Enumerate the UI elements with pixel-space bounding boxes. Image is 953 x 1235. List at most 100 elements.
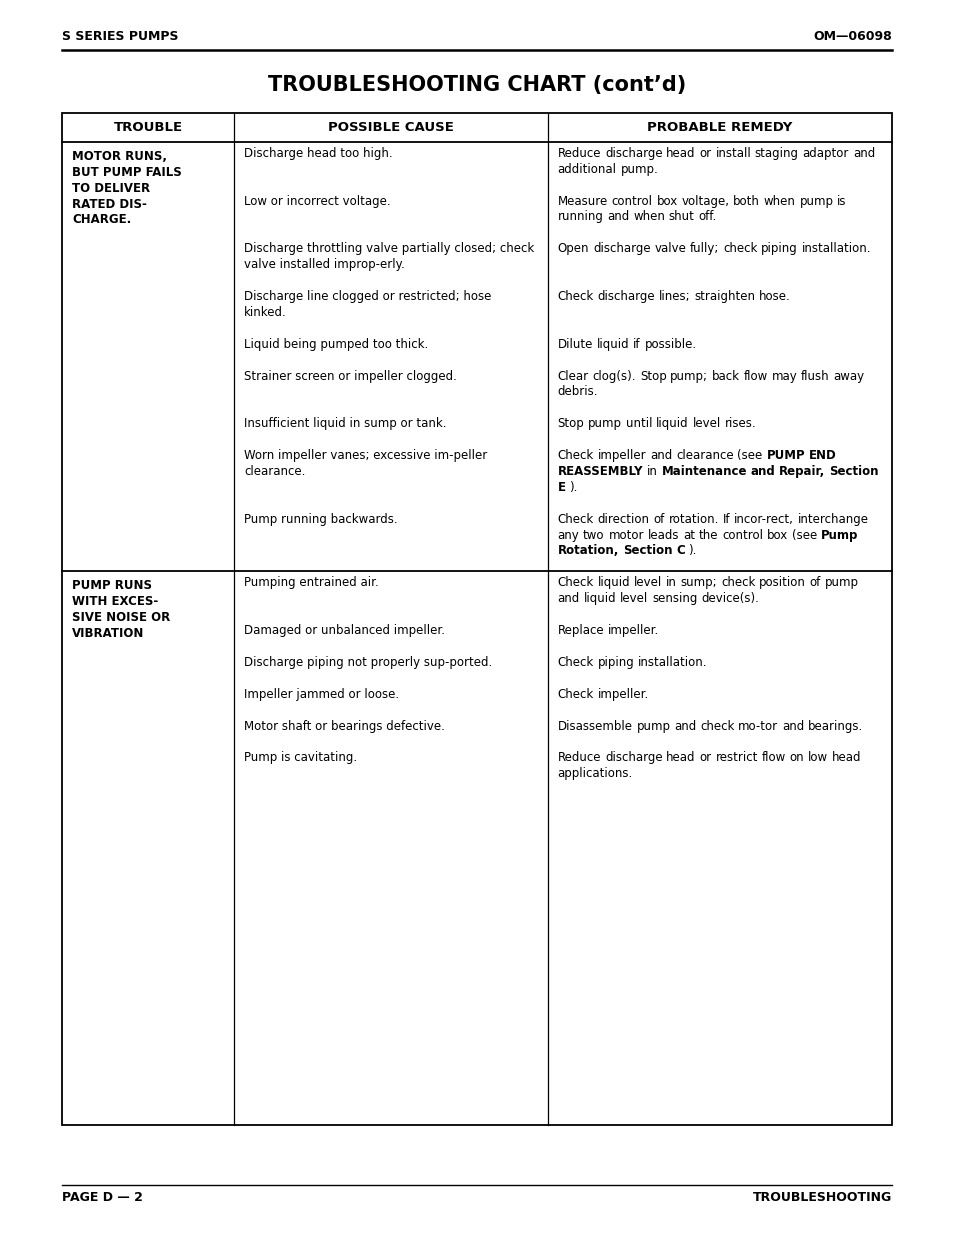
Text: flush: flush xyxy=(801,369,829,383)
Text: debris.: debris. xyxy=(558,385,598,399)
Text: and: and xyxy=(852,147,874,159)
Text: impeller: impeller xyxy=(597,450,645,462)
Text: and: and xyxy=(781,720,803,732)
Text: head: head xyxy=(831,751,861,764)
Text: installation.: installation. xyxy=(801,242,870,256)
Text: (see: (see xyxy=(737,450,761,462)
Text: of: of xyxy=(809,577,821,589)
Text: Reduce: Reduce xyxy=(558,147,600,159)
Text: control: control xyxy=(611,195,652,207)
Text: clog(s).: clog(s). xyxy=(592,369,636,383)
Text: WITH EXCES-: WITH EXCES- xyxy=(71,595,158,609)
Text: head: head xyxy=(665,147,695,159)
Text: Maintenance: Maintenance xyxy=(660,466,746,478)
Text: level: level xyxy=(692,417,720,430)
Text: installation.: installation. xyxy=(638,656,707,669)
Text: C: C xyxy=(676,545,684,557)
Text: check: check xyxy=(720,577,755,589)
Text: PUMP: PUMP xyxy=(765,450,804,462)
Text: PROBABLE REMEDY: PROBABLE REMEDY xyxy=(646,121,792,135)
Text: incor-rect,: incor-rect, xyxy=(733,513,793,526)
Text: discharge: discharge xyxy=(604,751,661,764)
Text: running: running xyxy=(558,210,603,224)
Text: Stop: Stop xyxy=(639,369,666,383)
Text: pump: pump xyxy=(824,577,858,589)
Text: level: level xyxy=(619,592,648,605)
Text: bearings.: bearings. xyxy=(807,720,862,732)
Text: Check: Check xyxy=(558,290,594,303)
Text: device(s).: device(s). xyxy=(700,592,759,605)
Text: motor: motor xyxy=(608,529,643,542)
Text: SIVE NOISE OR: SIVE NOISE OR xyxy=(71,611,170,624)
Text: Check: Check xyxy=(558,688,594,700)
Text: control: control xyxy=(721,529,762,542)
Text: and: and xyxy=(558,592,579,605)
Text: discharge: discharge xyxy=(597,290,655,303)
Text: the: the xyxy=(698,529,718,542)
Text: Check: Check xyxy=(558,450,594,462)
Text: when: when xyxy=(763,195,795,207)
Text: CHARGE.: CHARGE. xyxy=(71,214,132,226)
Text: until: until xyxy=(625,417,652,430)
Text: Strainer screen or impeller clogged.: Strainer screen or impeller clogged. xyxy=(244,369,456,383)
Text: may: may xyxy=(771,369,797,383)
Text: shut: shut xyxy=(668,210,694,224)
Text: possible.: possible. xyxy=(643,337,696,351)
Text: straighten: straighten xyxy=(694,290,755,303)
Text: and: and xyxy=(674,720,696,732)
Text: Dilute: Dilute xyxy=(558,337,593,351)
Text: Pumping entrained air.: Pumping entrained air. xyxy=(244,577,378,589)
Text: lines;: lines; xyxy=(659,290,690,303)
Text: and: and xyxy=(750,466,775,478)
Text: Repair,: Repair, xyxy=(779,466,824,478)
Text: END: END xyxy=(808,450,836,462)
Text: flow: flow xyxy=(743,369,767,383)
Text: VIBRATION: VIBRATION xyxy=(71,627,144,640)
Text: piping: piping xyxy=(597,656,634,669)
Text: head: head xyxy=(665,751,695,764)
Text: Stop: Stop xyxy=(558,417,584,430)
Text: and: and xyxy=(607,210,629,224)
Text: and: and xyxy=(649,450,672,462)
Text: at: at xyxy=(682,529,694,542)
Text: TROUBLESHOOTING: TROUBLESHOOTING xyxy=(752,1191,891,1204)
Text: clearance: clearance xyxy=(676,450,733,462)
Text: away: away xyxy=(833,369,863,383)
Text: PAGE D — 2: PAGE D — 2 xyxy=(62,1191,143,1204)
Text: Impeller jammed or loose.: Impeller jammed or loose. xyxy=(244,688,399,700)
Text: impeller.: impeller. xyxy=(607,624,659,637)
Text: adaptor: adaptor xyxy=(801,147,848,159)
Text: sump;: sump; xyxy=(679,577,717,589)
Text: liquid: liquid xyxy=(656,417,688,430)
Text: valve installed improp-erly.: valve installed improp-erly. xyxy=(244,258,404,272)
Text: Check: Check xyxy=(558,577,594,589)
Text: Section: Section xyxy=(828,466,878,478)
Text: Worn impeller vanes; excessive im-peller: Worn impeller vanes; excessive im-peller xyxy=(244,450,487,462)
Text: mo-tor: mo-tor xyxy=(738,720,778,732)
Text: flow: flow xyxy=(760,751,785,764)
Text: liquid: liquid xyxy=(583,592,616,605)
Text: sensing: sensing xyxy=(651,592,697,605)
Text: Check: Check xyxy=(558,513,594,526)
Text: of: of xyxy=(653,513,664,526)
Text: ).: ). xyxy=(688,545,696,557)
Text: BUT PUMP FAILS: BUT PUMP FAILS xyxy=(71,165,182,179)
Text: Damaged or unbalanced impeller.: Damaged or unbalanced impeller. xyxy=(244,624,445,637)
Text: impeller.: impeller. xyxy=(597,688,648,700)
Text: Discharge throttling valve partially closed; check: Discharge throttling valve partially clo… xyxy=(244,242,534,256)
Text: is: is xyxy=(837,195,845,207)
Text: Rotation,: Rotation, xyxy=(558,545,618,557)
Text: position: position xyxy=(759,577,805,589)
Text: POSSIBLE CAUSE: POSSIBLE CAUSE xyxy=(328,121,454,135)
Text: or: or xyxy=(699,147,711,159)
Text: rotation.: rotation. xyxy=(668,513,718,526)
Text: fully;: fully; xyxy=(689,242,719,256)
Text: Low or incorrect voltage.: Low or incorrect voltage. xyxy=(244,195,391,207)
Text: pump.: pump. xyxy=(619,163,658,175)
Text: or: or xyxy=(699,751,711,764)
Text: box: box xyxy=(656,195,677,207)
Text: PUMP RUNS: PUMP RUNS xyxy=(71,579,152,593)
Text: Liquid being pumped too thick.: Liquid being pumped too thick. xyxy=(244,337,428,351)
Text: install: install xyxy=(715,147,750,159)
Text: Motor shaft or bearings defective.: Motor shaft or bearings defective. xyxy=(244,720,445,732)
